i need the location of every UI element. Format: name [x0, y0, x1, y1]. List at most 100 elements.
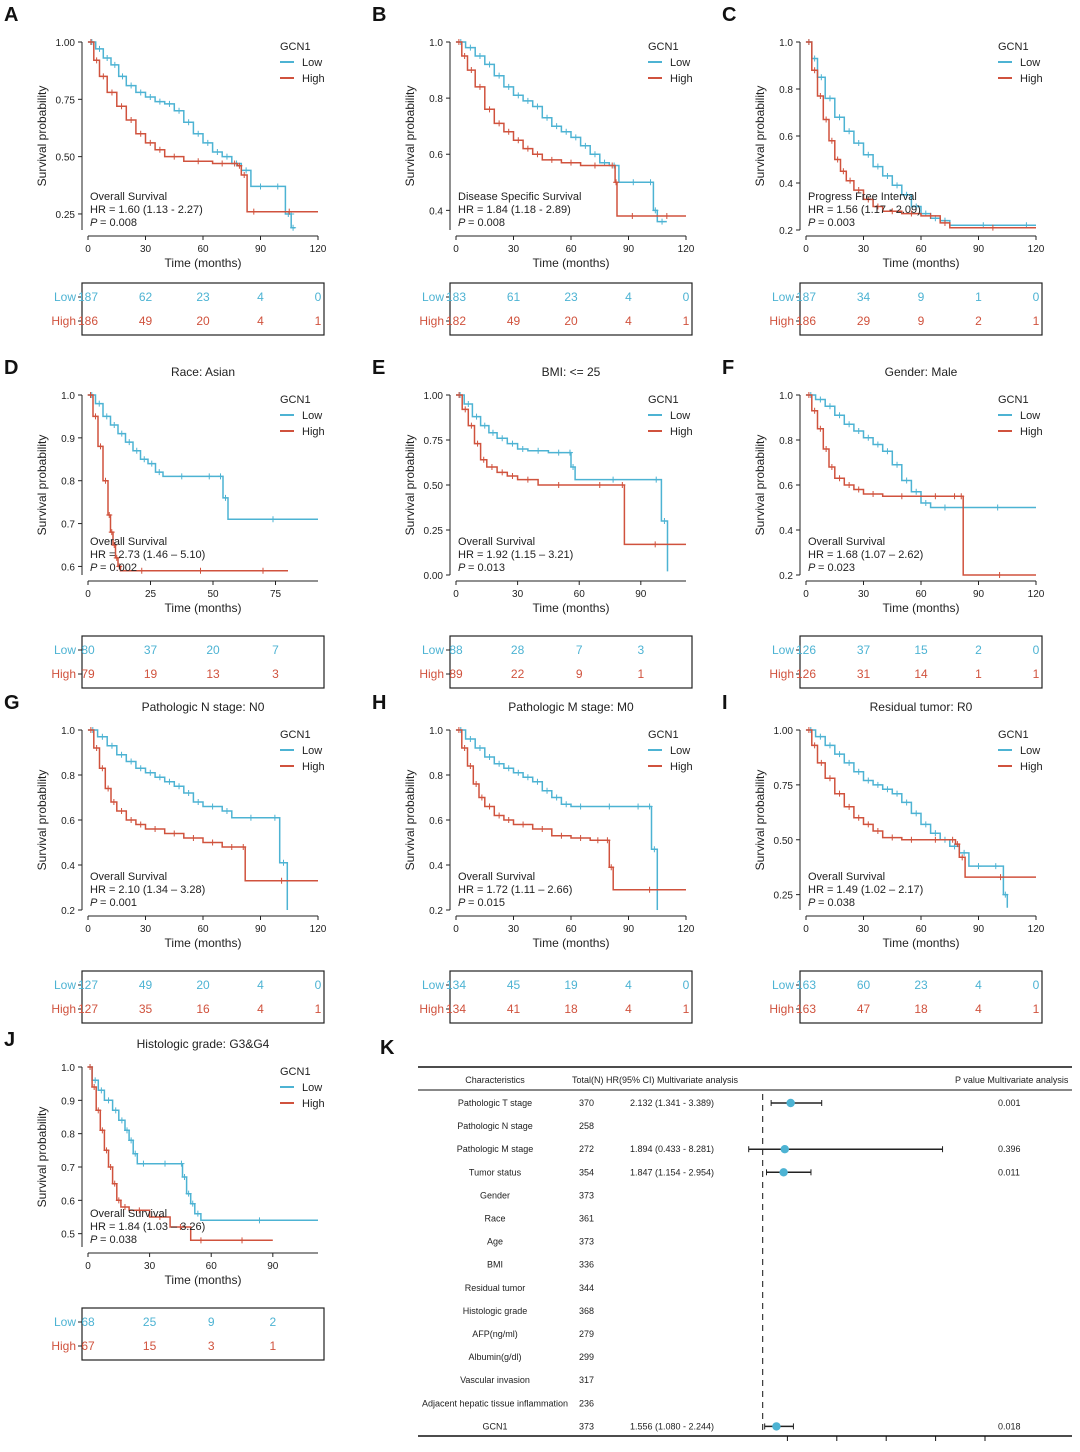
risk-count-high: 1 — [1033, 314, 1040, 328]
censor-mark-low — [635, 803, 642, 810]
censor-mark-high — [608, 864, 615, 871]
x-axis-label: Time (months) — [883, 256, 960, 270]
censor-mark-high — [474, 440, 481, 447]
row-total-n: 258 — [579, 1121, 594, 1131]
risk-count-low: 20 — [196, 978, 210, 992]
legend-title: GCN1 — [280, 729, 311, 741]
censor-mark-high — [539, 826, 546, 832]
censor-mark-low — [913, 488, 920, 495]
x-tick-label: 0 — [85, 244, 91, 255]
x-tick-label: 0 — [85, 1261, 91, 1272]
risk-count-high: 4 — [625, 314, 632, 328]
censor-mark-high — [823, 116, 830, 123]
y-axis-label: Survival probability — [403, 435, 417, 536]
censor-mark-high — [524, 145, 531, 152]
hr-point — [779, 1168, 788, 1177]
row-characteristic: Pathologic T stage — [458, 1098, 532, 1108]
censor-mark-high — [951, 493, 958, 500]
row-characteristic: Tumor status — [469, 1167, 522, 1177]
censor-mark-high — [228, 844, 235, 850]
censor-mark-low — [932, 830, 939, 837]
panel-title: Gender: Male — [885, 365, 958, 379]
censor-mark-high — [846, 482, 853, 488]
censor-mark-low — [486, 754, 493, 760]
censor-mark-low — [156, 98, 163, 105]
y-tick-label: 1.0 — [61, 391, 75, 402]
censor-mark-low — [111, 422, 118, 428]
censor-mark-high — [197, 567, 204, 574]
censor-mark-low — [112, 1107, 119, 1114]
y-tick-label: 0.6 — [429, 150, 443, 161]
p-symbol: P — [90, 217, 100, 229]
censor-mark-low — [137, 89, 144, 96]
censor-mark-high — [87, 39, 94, 45]
censor-mark-low — [280, 859, 287, 866]
y-tick-label: 1.0 — [429, 726, 443, 737]
row-total-n: 279 — [579, 1329, 594, 1339]
censor-mark-low — [865, 434, 872, 441]
censor-mark-low — [209, 803, 216, 810]
x-tick-label: 90 — [255, 244, 267, 255]
risk-count-low: 25 — [143, 1315, 157, 1329]
panel-letter: I — [722, 692, 728, 714]
row-total-n: 272 — [579, 1144, 594, 1154]
censor-mark-low — [119, 73, 126, 80]
risk-count-low: 127 — [78, 978, 98, 992]
risk-count-low: 49 — [139, 978, 153, 992]
y-tick-label: 0.2 — [779, 226, 793, 237]
censor-mark-high — [111, 1180, 118, 1187]
endpoint-label: Overall Survival — [90, 1208, 167, 1220]
p-symbol: P — [808, 897, 818, 909]
legend-label-high: High — [302, 73, 325, 85]
risk-count-high: 182 — [446, 314, 466, 328]
censor-mark-low — [108, 742, 115, 749]
risk-table-box — [799, 970, 1043, 1024]
risk-count-low: 7 — [576, 643, 583, 657]
censor-mark-low — [270, 516, 276, 523]
censor-mark-high — [828, 464, 835, 470]
x-tick-label: 60 — [915, 244, 927, 255]
risk-count-high: 1 — [683, 1002, 690, 1016]
censor-mark-low — [290, 224, 297, 231]
censor-mark-low — [606, 803, 613, 810]
censor-mark-low — [96, 400, 103, 407]
censor-mark-low — [570, 464, 577, 470]
risk-count-low: 4 — [975, 978, 982, 992]
censor-mark-low — [274, 183, 281, 190]
censor-mark-low — [817, 396, 824, 403]
censor-mark-high — [874, 827, 881, 834]
censor-mark-high — [805, 39, 812, 45]
y-tick-label: 0.4 — [779, 526, 793, 537]
y-tick-label: 0.50 — [56, 153, 76, 164]
risk-count-low: 0 — [683, 978, 690, 992]
risk-count-low: 0 — [315, 978, 322, 992]
censor-mark-low — [176, 107, 183, 114]
censor-mark-low — [846, 421, 853, 428]
censor-mark-low — [181, 1174, 188, 1180]
censor-mark-high — [509, 473, 516, 479]
censor-mark-high — [604, 837, 611, 844]
row-characteristic: Pathologic N stage — [457, 1121, 533, 1131]
censor-mark-high — [105, 785, 112, 792]
x-tick-label: 90 — [255, 924, 267, 935]
censor-mark-high — [505, 128, 512, 135]
hr-point — [780, 1145, 789, 1154]
endpoint-label: Overall Survival — [458, 536, 535, 548]
risk-count-high: 19 — [144, 667, 158, 681]
endpoint-label: Overall Survival — [90, 871, 167, 883]
censor-mark-low — [194, 1210, 201, 1217]
y-tick-label: 1.0 — [779, 391, 793, 402]
censor-mark-low — [544, 787, 551, 794]
panel-title: Residual tumor: R0 — [870, 700, 973, 714]
risk-count-low: 23 — [564, 290, 578, 304]
censor-mark-low — [178, 1160, 185, 1167]
censor-mark-low — [509, 440, 516, 447]
censor-mark-high — [534, 151, 541, 158]
y-tick-label: 0.00 — [424, 571, 444, 582]
censor-mark-low — [992, 863, 999, 870]
y-tick-label: 1.00 — [56, 38, 76, 49]
censor-mark-low — [99, 733, 106, 740]
panel-letter: B — [372, 4, 386, 26]
y-tick-label: 0.8 — [779, 85, 793, 96]
censor-mark-high — [932, 836, 939, 843]
